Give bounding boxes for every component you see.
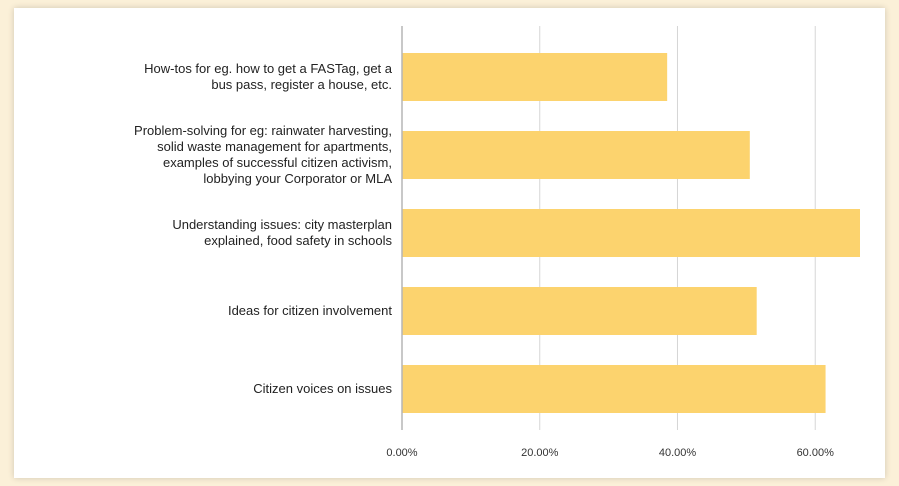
chart-card: How-tos for eg. how to get a FASTag, get… — [14, 8, 885, 478]
category-label-2: Understanding issues: city masterplan exp… — [172, 217, 392, 248]
category-label-3: Ideas for citizen involvement — [228, 303, 392, 318]
x-tick-label-2: 40.00% — [659, 447, 697, 459]
bar-1 — [402, 131, 750, 179]
bar-chart: How-tos for eg. how to get a FASTag, get… — [134, 26, 860, 459]
x-tick-label-1: 20.00% — [521, 447, 559, 459]
bar-2 — [402, 209, 860, 257]
x-tick-label-3: 60.00% — [797, 447, 835, 459]
bar-0 — [402, 53, 668, 101]
bar-4 — [402, 365, 826, 413]
category-label-1: Problem-solving for eg: rainwater harves… — [134, 123, 392, 186]
bar-3 — [402, 287, 757, 335]
category-label-4: Citizen voices on issues — [253, 381, 392, 396]
x-tick-label-0: 0.00% — [386, 447, 417, 459]
category-label-0: How-tos for eg. how to get a FASTag, get… — [144, 61, 393, 92]
